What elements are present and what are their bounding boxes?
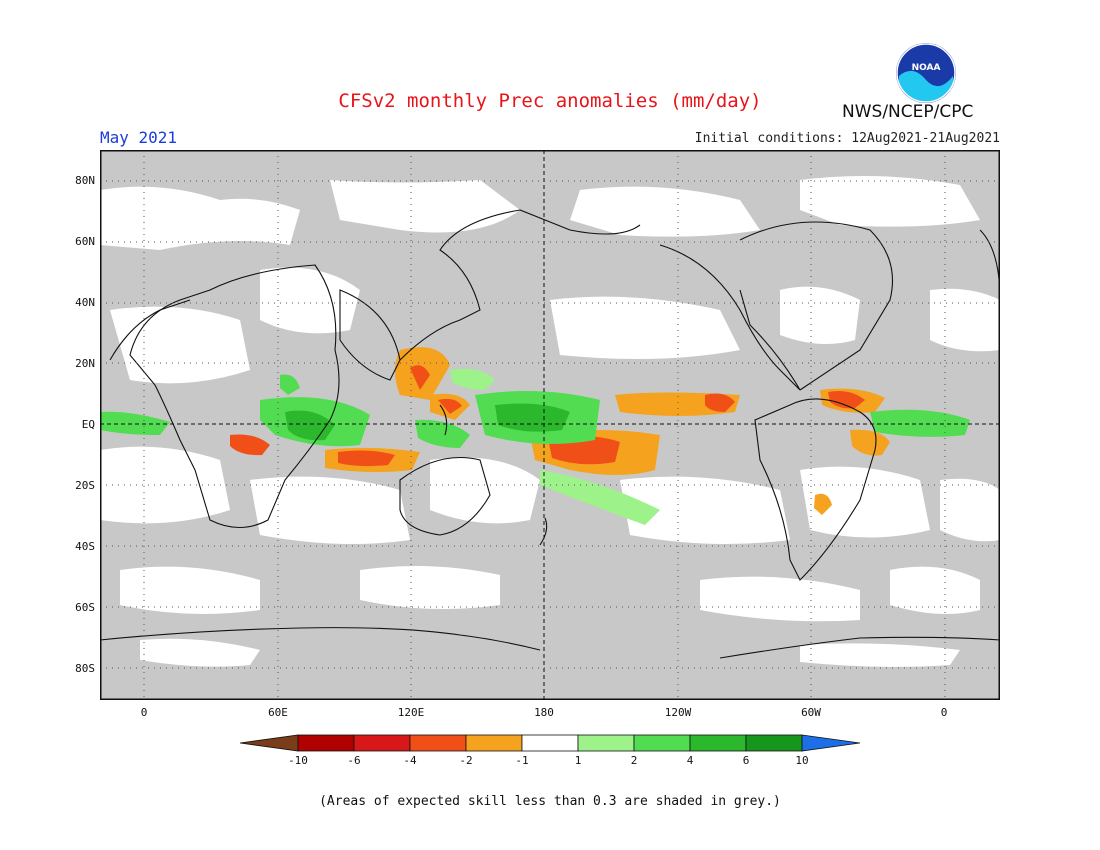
legend-bin <box>353 734 411 752</box>
coastlines <box>100 209 1000 659</box>
graticule <box>100 150 1000 700</box>
lat-label-eq: EQ <box>81 418 95 431</box>
legend-tick-label: -2 <box>459 754 473 767</box>
legend-tick-label: -1 <box>515 754 529 767</box>
agency-label: NWS/NCEP/CPC <box>842 102 974 122</box>
svg-text:NOAA: NOAA <box>912 63 941 73</box>
color-legend-bar <box>240 734 860 752</box>
wet-anomaly-areas <box>100 368 970 525</box>
legend-bin <box>297 734 355 752</box>
lat-label-80n: 80N <box>75 174 95 187</box>
lat-label-40n: 40N <box>75 296 95 309</box>
noaa-logo-icon: NOAA <box>896 43 956 103</box>
legend-tick-label: -6 <box>347 754 361 767</box>
skill-footnote: (Areas of expected skill less than 0.3 a… <box>319 794 781 809</box>
legend-tick-label: 6 <box>742 754 750 767</box>
lon-label-120e: 120E <box>397 706 425 719</box>
lon-label-60w: 60W <box>801 706 821 719</box>
legend-bin <box>689 734 747 752</box>
lat-label-80s: 80S <box>75 662 95 675</box>
lon-label-0-west: 0 <box>140 706 148 719</box>
lon-label-180: 180 <box>534 706 554 719</box>
legend-tick-label: 4 <box>686 754 694 767</box>
lat-label-20s: 20S <box>75 479 95 492</box>
lat-label-20n: 20N <box>75 357 95 370</box>
map-frame <box>100 150 1000 700</box>
world-precipitation-map <box>100 150 1000 700</box>
legend-bin <box>465 734 523 752</box>
chart-title: CFSv2 monthly Prec anomalies (mm/day) <box>338 90 762 112</box>
lon-label-0-east: 0 <box>940 706 948 719</box>
forecast-month: May 2021 <box>100 128 178 147</box>
legend-arrow-below-min <box>240 734 299 752</box>
legend-bin <box>633 734 691 752</box>
legend-tick-label: -4 <box>403 754 417 767</box>
legend-tick-label: -10 <box>288 754 308 767</box>
lat-label-60n: 60N <box>75 235 95 248</box>
lon-label-120w: 120W <box>664 706 692 719</box>
legend-bin <box>521 734 579 752</box>
legend-bin <box>745 734 803 752</box>
legend-tick-label: 10 <box>795 754 809 767</box>
legend-arrow-above-max <box>801 734 860 752</box>
dry-anomaly-areas <box>230 347 890 515</box>
initial-conditions: Initial conditions: 12Aug2021-21Aug2021 <box>694 131 1000 146</box>
legend-bin <box>577 734 635 752</box>
lon-label-60e: 60E <box>268 706 288 719</box>
lat-label-40s: 40S <box>75 540 95 553</box>
legend-bin <box>409 734 467 752</box>
legend-tick-label: 2 <box>630 754 638 767</box>
legend-tick-label: 1 <box>574 754 582 767</box>
no-anomaly-areas <box>100 176 1000 667</box>
lat-label-60s: 60S <box>75 601 95 614</box>
